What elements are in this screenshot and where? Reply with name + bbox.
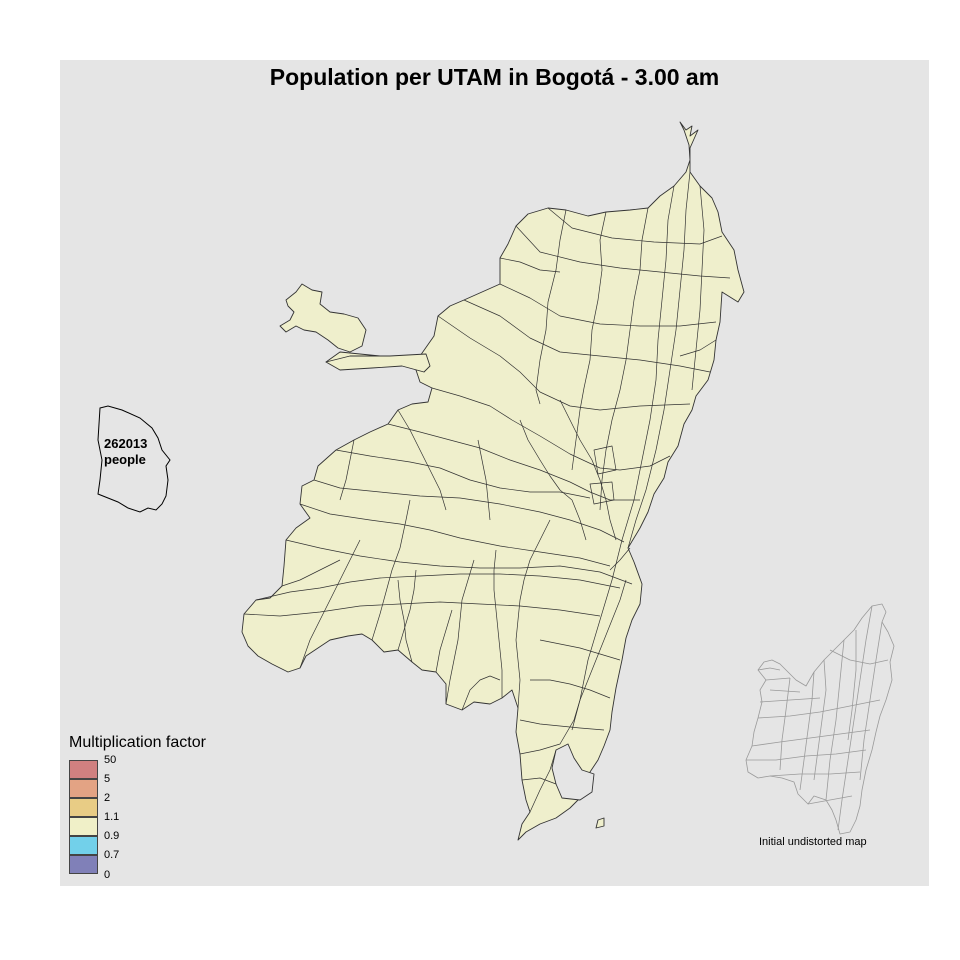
map-title: Population per UTAM in Bogotá - 3.00 am — [269, 64, 720, 90]
scale-label: 262013 people — [104, 436, 147, 468]
city-outline — [241, 121, 745, 841]
legend-title: Multiplication factor — [69, 734, 206, 751]
bogota-cartogram — [241, 121, 745, 841]
legend-break: 5 — [104, 773, 111, 785]
scale-reference-shape — [97, 405, 171, 513]
legend-swatch-0.9-0.7 — [69, 836, 98, 855]
utam-boundaries — [243, 171, 731, 813]
legend-break: 2 — [104, 792, 111, 804]
legend-break: 50 — [104, 754, 117, 766]
inset-caption: Initial undistorted map — [759, 836, 867, 848]
scale-unit: people — [104, 452, 146, 467]
legend-break: 1.1 — [104, 811, 120, 823]
south-bay — [551, 743, 595, 801]
legend-swatch-50-5 — [69, 760, 98, 779]
legend-break: 0.7 — [104, 849, 120, 861]
inset-outline — [745, 603, 895, 835]
inset-undistorted-map — [745, 603, 895, 835]
legend-swatch-2-1.1 — [69, 798, 98, 817]
small-islet — [595, 817, 605, 829]
legend-swatch-5-2 — [69, 779, 98, 798]
northeast-strip — [325, 353, 431, 373]
northwest-island — [279, 283, 367, 353]
legend-break: 0 — [104, 869, 111, 881]
legend-swatch-0.7-0 — [69, 855, 98, 874]
scale-value: 262013 — [104, 436, 148, 451]
legend-break: 0.9 — [104, 830, 120, 842]
legend-swatch-1.1-0.9 — [69, 817, 98, 836]
